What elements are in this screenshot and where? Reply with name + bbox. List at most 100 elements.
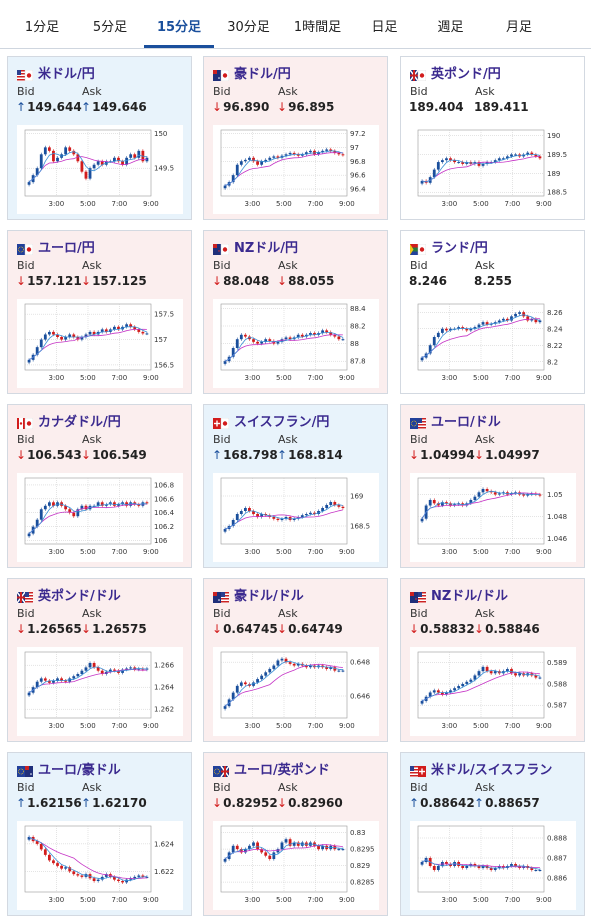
ask-price: 157.125 [92,274,147,288]
currency-pair-link[interactable]: ユーロ/英ポンド [234,763,330,778]
currency-pair-link[interactable]: 米ドル/円 [38,67,95,82]
candle-body [276,518,280,520]
x-tick-label: 9:00 [536,200,552,208]
x-tick-label: 5:00 [80,548,96,556]
rate-card[interactable]: 米ドル/スイスフラン Bid Ask ↑0.88642 ↑0.88657 0.888 0.8… [400,752,585,916]
bid-label: Bid [213,85,231,98]
bid-label: Bid [17,85,35,98]
candle-body [39,509,43,520]
arrow-down-icon: ↓ [277,622,288,636]
candle-body [84,171,88,179]
moving-average-fast [28,666,147,694]
rate-card[interactable]: 英ポンド/ドル Bid Ask ↓1.26565 ↓1.26575 1.266 1.264 1… [7,578,192,742]
price-chart[interactable]: 1.266 1.264 1.262 3:00 5:00 7:00 9:00 [17,647,183,736]
price-chart[interactable]: 97.2 97 96.8 96.6 96.4 3:00 5:00 7:00 9:00 [213,125,379,214]
ask-price: 1.04997 [485,448,540,462]
tab-4[interactable]: 1時間足 [293,20,342,35]
price-chart[interactable]: 8.26 8.24 8.22 8.2 3:00 5:00 7:00 9:00 [410,299,576,388]
rate-card[interactable]: ランド/円 Bid Ask 8.246 8.255 8.26 8.24 8.22 8.2 3:00… [400,230,585,394]
ask-label: Ask [82,607,102,620]
price-chart[interactable]: 106.8 106.6 106.4 106.2 106 3:00 5:00 7:00 9:00 [17,473,183,562]
currency-pair-link[interactable]: ユーロ/円 [38,241,95,256]
currency-pair-link[interactable]: ランド/円 [431,241,488,256]
tab-3[interactable]: 30分足 [227,20,270,35]
tab-0[interactable]: 1分足 [24,20,60,35]
rate-card[interactable]: カナダドル/円 Bid Ask ↓106.543 ↓106.549 106.8 106.6 1… [7,404,192,568]
price-chart[interactable]: 150 149.5 3:00 5:00 7:00 9:00 [17,125,183,214]
currency-pair-link[interactable]: カナダドル/円 [38,415,121,430]
x-tick-label: 7:00 [505,374,521,382]
currency-pair-link[interactable]: 豪ドル/円 [234,67,291,82]
candle-body [317,511,320,514]
y-tick-label: 169 [350,493,363,501]
price-chart[interactable]: 1.05 1.048 1.046 3:00 5:00 7:00 9:00 [410,473,576,562]
candle-body [465,866,469,868]
rate-card[interactable]: ユーロ/円 Bid Ask ↓157.121 ↓157.125 157.5 157 156.5… [7,230,192,394]
price-chart[interactable]: 88.4 88.2 88 87.8 3:00 5:00 7:00 9:00 [213,299,379,388]
ask-price-wrap: ↓88.055 [277,274,334,288]
bid-price: 0.64745 [223,622,278,636]
rate-card[interactable]: 豪ドル/円 Bid Ask ↓96.890 ↓96.895 97.2 97 96.8 96.6 9… [203,56,388,220]
candle-body [493,868,497,870]
candle-body [341,670,345,672]
currency-pair-link[interactable]: ユーロ/ドル [431,415,501,430]
x-tick-label: 9:00 [536,374,552,382]
y-tick-label: 1.264 [154,684,175,692]
candle-body [473,496,477,500]
currency-pair-link[interactable]: 英ポンド/円 [431,67,501,82]
rate-card[interactable]: ユーロ/英ポンド Bid Ask ↓0.82952 ↓0.82960 0.83 0.8295… [203,752,388,916]
y-tick-label: 97.2 [350,130,366,138]
candle-body [272,852,276,859]
ask-label: Ask [278,781,298,794]
price-chart-svg: 169 168.5 3:00 5:00 7:00 9:00 [220,477,370,556]
tab-2[interactable]: 15分足 [144,0,214,48]
tab-1[interactable]: 5分足 [92,20,128,35]
price-chart[interactable]: 0.888 0.887 0.886 3:00 5:00 7:00 9:00 [410,821,576,910]
candle-body [64,680,68,682]
candle-body [125,157,129,165]
price-chart[interactable]: 190 189.5 189 188.5 3:00 5:00 7:00 9:00 [410,125,576,214]
candle-body [56,334,59,337]
rate-card[interactable]: スイスフラン/円 Bid Ask ↑168.798 ↑168.814 169 168.5 3:… [203,404,388,568]
price-chart[interactable]: 0.589 0.588 0.587 3:00 5:00 7:00 9:00 [410,647,576,736]
ask-price-wrap: ↓0.64749 [277,622,343,636]
rate-card[interactable]: 米ドル/円 Bid Ask ↑149.644 ↑149.646 150 149.5 3:00 5… [7,56,192,220]
candle-body [325,505,329,508]
candle-body [47,331,51,335]
candle-body [288,152,292,155]
rate-card[interactable]: NZドル/円 Bid Ask ↓88.048 ↓88.055 88.4 88.2 88 87.8… [203,230,388,394]
currency-pair-link[interactable]: 米ドル/スイスフラン [431,763,553,778]
currency-pair-link[interactable]: 英ポンド/ドル [38,589,121,604]
rate-card[interactable]: NZドル/ドル Bid Ask ↓0.58832 ↓0.58846 0.589 0.588 0… [400,578,585,742]
y-tick-label: 106.4 [154,509,175,517]
price-chart[interactable]: 169 168.5 3:00 5:00 7:00 9:00 [213,473,379,562]
candle-body [453,160,456,163]
tab-5[interactable]: 日足 [371,20,398,35]
candle-body [231,520,235,526]
price-chart[interactable]: 1.624 1.622 3:00 5:00 7:00 9:00 [17,821,183,910]
candle-body [440,692,444,695]
currency-pair-link[interactable]: ユーロ/豪ドル [38,763,121,778]
currency-flag-icon [410,588,426,603]
tab-6[interactable]: 週足 [437,20,464,35]
candle-body [445,502,448,504]
y-tick-label: 0.8295 [350,846,375,854]
currency-pair-link[interactable]: NZドル/円 [234,241,299,256]
candle-body [248,157,251,160]
rate-card[interactable]: ユーロ/ドル Bid Ask ↓1.04994 ↓1.04997 1.05 1.048 1.0… [400,404,585,568]
candle-body [449,690,452,693]
rate-card[interactable]: 英ポンド/円 Bid Ask 189.404 189.411 190 189.5 189 188… [400,56,585,220]
rate-card[interactable]: 豪ドル/ドル Bid Ask ↓0.64745 ↓0.64749 0.648 0.646 3:… [203,578,388,742]
candle-body [497,158,501,161]
currency-pair-link[interactable]: NZドル/ドル [431,589,509,604]
price-chart[interactable]: 0.83 0.8295 0.829 0.8285 3:00 5:00 7:00 9:00 [213,821,379,910]
candle-body [440,328,444,333]
currency-pair-link[interactable]: スイスフラン/円 [234,415,330,430]
price-chart[interactable]: 0.648 0.646 3:00 5:00 7:00 9:00 [213,647,379,736]
tab-7[interactable]: 月足 [505,20,532,35]
price-chart[interactable]: 157.5 157 156.5 3:00 5:00 7:00 9:00 [17,299,183,388]
x-tick-label: 9:00 [536,548,552,556]
currency-pair-link[interactable]: 豪ドル/ドル [234,589,304,604]
rate-card[interactable]: ユーロ/豪ドル Bid Ask ↑1.62156 ↑1.62170 1.624 1.622 3… [7,752,192,916]
candle-body [436,866,440,870]
